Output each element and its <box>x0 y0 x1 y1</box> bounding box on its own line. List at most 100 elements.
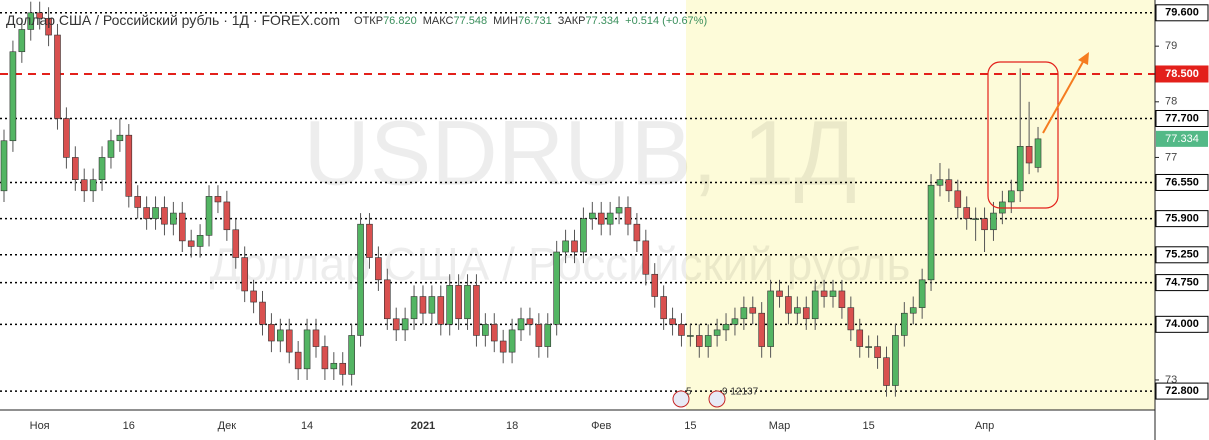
candle-body <box>704 335 712 347</box>
x-tick-label: Мар <box>769 420 791 432</box>
y-tick-label: 77 <box>1165 151 1177 163</box>
candle-body <box>410 296 418 320</box>
event-flag[interactable] <box>672 390 690 408</box>
level-label-box <box>1155 246 1209 264</box>
candle-body <box>597 212 605 225</box>
candle-body <box>473 285 480 336</box>
candle-body <box>143 207 150 219</box>
candle-body <box>678 324 685 336</box>
candle-body <box>633 223 641 242</box>
x-tick-label: Дек <box>218 420 237 432</box>
candle-body <box>722 324 730 331</box>
candle-body <box>508 329 516 353</box>
axis-labels: Ноя 16 Дек 14 2021 18 Фев 15 Мар 15 Апр7377787979.… <box>30 4 1209 432</box>
candle-body <box>178 212 186 242</box>
candles <box>0 1 1042 397</box>
level-label-box <box>1155 274 1209 292</box>
candle-body <box>392 318 400 331</box>
candle-body <box>695 335 703 347</box>
candle-body <box>241 257 248 292</box>
candle-body <box>544 324 552 347</box>
candle-body <box>847 307 855 331</box>
candle-body <box>375 257 382 281</box>
level-label-box <box>1155 109 1209 127</box>
candle-body <box>758 312 765 347</box>
candle-body <box>98 157 106 180</box>
candle-body <box>357 223 364 336</box>
candle-body <box>945 179 953 192</box>
trend-arrow <box>1042 59 1085 134</box>
last-price-label: 77.334 <box>1165 133 1199 145</box>
candle-body <box>312 329 320 347</box>
candle-body <box>642 240 650 275</box>
candle-body <box>348 335 355 375</box>
x-tick-label: Фев <box>591 420 611 432</box>
candle-body <box>161 207 168 225</box>
candle-body <box>580 218 587 253</box>
candle-body <box>624 207 632 225</box>
candle-body <box>170 212 177 225</box>
candle-body <box>687 335 694 337</box>
candle-body <box>571 240 578 253</box>
candle-body <box>134 196 142 208</box>
event-flag[interactable] <box>708 390 726 408</box>
candle-body <box>277 329 284 342</box>
candle-body <box>606 212 614 225</box>
candle-body <box>152 207 159 219</box>
level-label: 78.500 <box>1165 68 1199 80</box>
candle-body <box>419 296 427 314</box>
candle-body <box>321 346 329 370</box>
event-label: 9 12137 <box>722 387 759 398</box>
x-tick-label: 15 <box>684 420 696 432</box>
level-label: 74.750 <box>1165 277 1199 289</box>
candle-body <box>838 290 846 308</box>
level-label-box <box>1155 382 1209 400</box>
candle-body <box>589 212 596 219</box>
candle-body <box>927 184 935 281</box>
candle-body <box>36 12 43 19</box>
candle-body <box>232 229 240 258</box>
candle-body <box>713 329 721 336</box>
candle-body <box>384 279 391 320</box>
watermark: USDRUB, 1Д <box>303 102 856 204</box>
candle-body <box>259 301 266 325</box>
candle-body <box>116 134 124 142</box>
arrow-head <box>1078 52 1089 65</box>
candle-body <box>990 212 997 231</box>
candle-body <box>214 196 222 203</box>
level-label: 75.250 <box>1165 249 1199 261</box>
candle-body <box>18 29 26 53</box>
stat-value: 77.334 <box>586 15 620 27</box>
level-label: 77.700 <box>1165 112 1199 124</box>
level-label-box <box>1155 65 1209 83</box>
x-tick-label: 15 <box>863 420 875 432</box>
x-tick-label: Апр <box>975 420 994 432</box>
candle-body <box>125 134 133 197</box>
last-price-box <box>1156 130 1208 147</box>
candle-body <box>820 290 828 297</box>
candle-body <box>954 190 962 208</box>
watermark-subtitle: Доллар США / Российский рубль <box>210 238 911 290</box>
x-tick-label: 18 <box>506 420 518 432</box>
candle-body <box>1016 146 1024 192</box>
level-label: 76.550 <box>1165 176 1199 188</box>
candle-body <box>963 207 971 219</box>
candle-body <box>749 307 757 314</box>
candle-body <box>972 218 979 220</box>
candle-body <box>918 279 926 308</box>
candle-body <box>250 290 257 303</box>
candle-body <box>482 324 489 336</box>
candle-body <box>767 290 774 347</box>
candle-body <box>615 207 623 214</box>
x-tick-label: 14 <box>301 420 313 432</box>
title: Доллар США / Российский рубль · 1Д · FOR… <box>6 12 340 28</box>
chart-header: Доллар США / Российский рубль · 1Д · FOR… <box>6 12 707 28</box>
candle-body <box>80 179 88 192</box>
x-tick-label: Ноя <box>30 420 50 432</box>
candle-body <box>63 118 70 158</box>
candle-body <box>89 179 97 192</box>
candle-body <box>187 240 195 247</box>
candle-body <box>330 362 338 370</box>
candle-body <box>856 329 864 347</box>
